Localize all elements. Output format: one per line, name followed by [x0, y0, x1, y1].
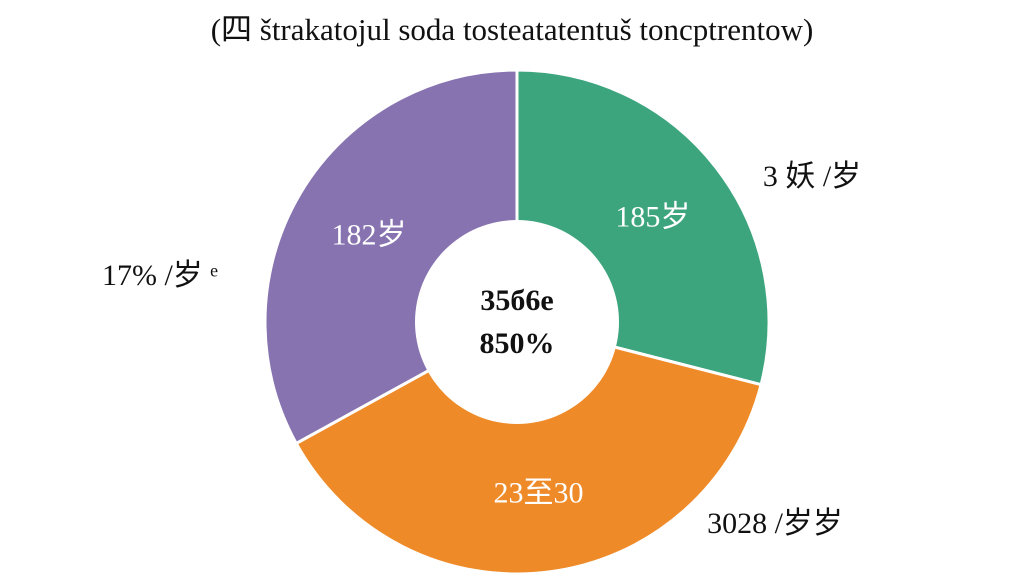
- inner-labels-layer: 185岁 23至30 182岁: [331, 201, 690, 510]
- center-labels-layer: 35б6е 850%: [480, 284, 555, 360]
- outer-label-3: 17% /岁 ᵉ: [102, 259, 218, 292]
- donut-hole: [415, 220, 619, 424]
- center-label-line-2: 850%: [480, 327, 555, 360]
- outer-label-1: 3 妖 /岁: [763, 160, 861, 193]
- chart-title: (四 štrakatojul soda tosteatatentuš toncp…: [211, 12, 814, 47]
- slice-label-1: 185岁: [615, 201, 690, 234]
- center-label-line-1: 35б6е: [480, 284, 553, 317]
- outer-labels-layer: 3 妖 /岁 3028 /岁岁 17% /岁 ᵉ: [102, 160, 861, 540]
- pie-slice-2: [294, 320, 763, 576]
- slice-label-3: 182岁: [331, 218, 406, 251]
- slice-label-2: 23至30: [494, 477, 584, 510]
- outer-label-2: 3028 /岁岁: [707, 507, 843, 540]
